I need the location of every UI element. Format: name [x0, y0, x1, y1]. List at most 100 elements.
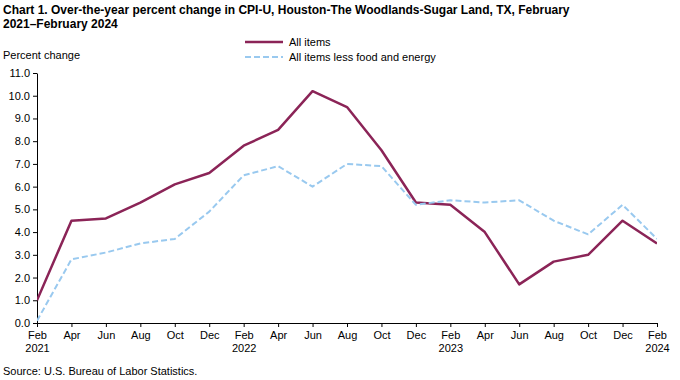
- chart: Chart 1. Over-the-year percent change in…: [0, 0, 680, 380]
- x-tick: Jun: [98, 323, 116, 341]
- title: Chart 1. Over-the-year percent change in…: [3, 3, 570, 31]
- x-axis: Feb2021 Apr Jun Aug Oct Dec Feb2022 Apr Jun Aug Oc…: [25, 323, 669, 354]
- x-tick: Apr: [270, 323, 287, 341]
- y-tick-mark: [33, 164, 37, 165]
- y-tick: 9.0: [15, 112, 37, 124]
- series-line: [37, 91, 657, 300]
- legend-label: All items less food and energy: [289, 51, 436, 63]
- x-tick-mark: [554, 323, 555, 327]
- x-tick-mark: [519, 323, 520, 327]
- legend: All items All items less food and energy: [245, 36, 436, 63]
- y-tick: 10.0: [9, 90, 37, 102]
- x-tick: Jun: [511, 323, 529, 341]
- series-line: [37, 164, 657, 321]
- x-tick: Oct: [167, 323, 184, 341]
- y-tick: 2.0: [15, 272, 37, 284]
- y-tick-mark: [33, 278, 37, 279]
- x-tick-label: Oct: [167, 329, 184, 341]
- x-tick: Apr: [63, 323, 80, 341]
- y-axis: 0.0 1.0 2.0 3.0 4.0 5.0 6.0 7.0 8.0 9.0 10.0 11.0: [9, 67, 38, 329]
- x-tick-label: Dec: [200, 329, 220, 341]
- x-tick-label: Jun: [304, 329, 322, 341]
- x-tick-label: Jun: [98, 329, 116, 341]
- y-tick-label: 3.0: [15, 249, 30, 261]
- y-tick: 3.0: [15, 249, 37, 261]
- x-tick: Feb2022: [232, 323, 256, 354]
- legend-swatch: [245, 41, 283, 44]
- y-tick: 1.0: [15, 294, 37, 306]
- x-tick-mark: [485, 323, 486, 327]
- x-tick-mark: [416, 323, 417, 327]
- x-tick-mark: [588, 323, 589, 327]
- x-tick-label: Apr: [63, 329, 80, 341]
- x-tick-mark: [175, 323, 176, 327]
- x-tick-mark: [244, 323, 245, 327]
- x-tick: Aug: [338, 323, 358, 341]
- y-tick-label: 11.0: [9, 67, 30, 79]
- x-tick-mark: [623, 323, 624, 327]
- y-tick-mark: [33, 73, 37, 74]
- y-tick-label: 10.0: [9, 90, 30, 102]
- y-axis-line: [37, 74, 38, 324]
- y-tick-mark: [33, 232, 37, 233]
- x-tick-label: Aug: [131, 329, 151, 341]
- x-tick-mark: [347, 323, 348, 327]
- y-tick-label: 5.0: [15, 203, 30, 215]
- x-tick-label: Oct: [373, 329, 390, 341]
- x-tick: Oct: [580, 323, 597, 341]
- y-tick-mark: [33, 118, 37, 119]
- x-tick-mark: [450, 323, 451, 327]
- x-tick: Jun: [304, 323, 322, 341]
- y-axis-title: Percent change: [3, 49, 80, 61]
- x-tick-mark: [106, 323, 107, 327]
- source: Source: U.S. Bureau of Labor Statistics.: [3, 365, 197, 377]
- x-tick-mark: [657, 323, 658, 327]
- x-tick-label: Feb2022: [232, 329, 256, 354]
- x-tick: Dec: [407, 323, 427, 341]
- x-tick: Dec: [200, 323, 220, 341]
- y-tick: 5.0: [15, 203, 37, 215]
- y-tick-label: 1.0: [15, 294, 30, 306]
- y-tick-mark: [33, 255, 37, 256]
- y-tick-label: 2.0: [15, 272, 30, 284]
- x-tick-label: Apr: [477, 329, 494, 341]
- y-tick-mark: [33, 209, 37, 210]
- y-tick-label: 7.0: [15, 158, 30, 170]
- y-tick: 7.0: [15, 158, 37, 170]
- y-tick: 8.0: [15, 135, 37, 147]
- x-tick-label: Feb2024: [645, 329, 669, 354]
- y-tick: 6.0: [15, 181, 37, 193]
- x-tick-label: Apr: [270, 329, 287, 341]
- x-tick: Apr: [477, 323, 494, 341]
- x-tick-label: Aug: [544, 329, 564, 341]
- x-tick-label: Jun: [511, 329, 529, 341]
- legend-label: All items: [289, 36, 331, 48]
- y-tick-label: 9.0: [15, 112, 30, 124]
- x-tick-label: Aug: [338, 329, 358, 341]
- y-tick: 4.0: [15, 226, 37, 238]
- x-tick-mark: [71, 323, 72, 327]
- x-tick-mark: [37, 323, 38, 327]
- x-tick-label: Feb2021: [25, 329, 49, 354]
- y-tick-mark: [33, 323, 37, 324]
- x-tick-label: Oct: [580, 329, 597, 341]
- legend-swatch: [245, 56, 283, 58]
- y-tick-label: 4.0: [15, 226, 30, 238]
- y-tick: 11.0: [9, 67, 37, 79]
- y-tick-label: 0.0: [15, 317, 30, 329]
- x-tick-label: Dec: [613, 329, 633, 341]
- x-tick-mark: [209, 323, 210, 327]
- y-tick-mark: [33, 187, 37, 188]
- x-tick-mark: [313, 323, 314, 327]
- x-tick: Oct: [373, 323, 390, 341]
- x-tick-mark: [381, 323, 382, 327]
- y-tick-mark: [33, 141, 37, 142]
- y-tick-label: 6.0: [15, 181, 30, 193]
- x-tick: Aug: [544, 323, 564, 341]
- x-tick: Aug: [131, 323, 151, 341]
- x-tick: Feb2024: [645, 323, 669, 354]
- y-tick: 0.0: [15, 317, 37, 329]
- x-tick-label: Dec: [407, 329, 427, 341]
- x-tick-mark: [278, 323, 279, 327]
- x-tick: Feb2023: [439, 323, 463, 354]
